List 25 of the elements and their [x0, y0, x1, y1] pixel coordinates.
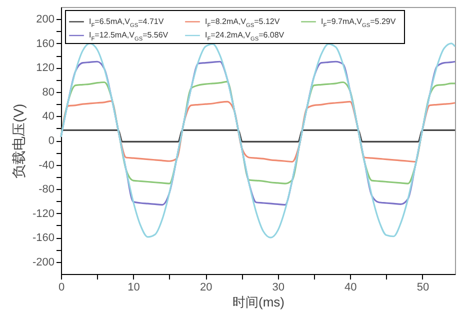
legend-label: I$_{F}$=24.2mA,V$_{GS}$=6.08V	[205, 30, 285, 42]
y-tick-label: -80	[38, 184, 54, 196]
y-tick-label: 120	[36, 62, 54, 74]
y-tick-label: 0	[48, 135, 54, 147]
y-tick-label: 160	[36, 38, 54, 50]
x-tick-label: 50	[416, 282, 430, 294]
legend-label: I$_{F}$=8.2mA,V$_{GS}$=5.12V	[205, 16, 280, 29]
line-series	[60, 42, 456, 238]
y-tick-label: -160	[32, 232, 54, 244]
x-tick-label: 10	[128, 282, 140, 294]
x-tick-label: 30	[272, 282, 285, 294]
x-tick-label: 20	[200, 282, 212, 294]
x-tick-label: 40	[344, 282, 357, 294]
y-tick-label: -40	[38, 159, 54, 172]
y-axis-title: 负载电压(V)	[10, 104, 26, 178]
x-axis-title: 时间(ms)	[232, 294, 284, 310]
legend-label: I$_{F}$=12.5mA,V$_{GS}$=5.56V	[89, 30, 169, 42]
y-tick-label: 40	[42, 110, 54, 123]
legend-label: I$_{F}$=9.7mA,V$_{GS}$=5.29V	[321, 16, 396, 29]
y-tick-label: 200	[36, 14, 54, 26]
x-tick-label: 0	[58, 282, 65, 294]
y-tick-label: -200	[32, 256, 54, 268]
y-tick-label: -120	[32, 208, 54, 220]
legend-label: I$_{F}$=6.5mA,V$_{GS}$=4.71V	[89, 16, 164, 29]
y-tick-label: 80	[42, 86, 54, 98]
